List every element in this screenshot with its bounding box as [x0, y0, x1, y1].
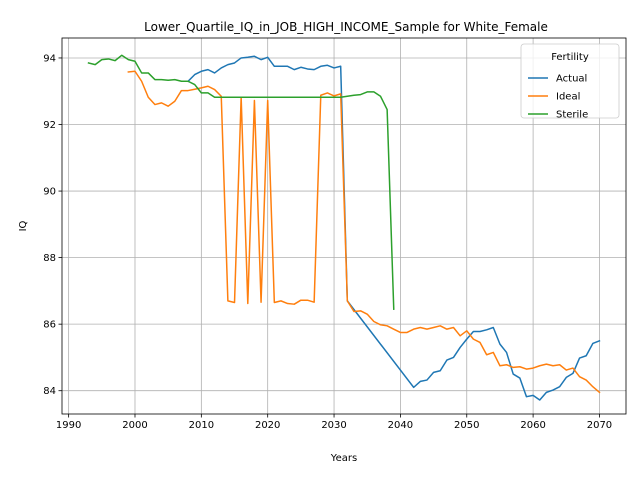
y-tick: 90	[43, 187, 62, 198]
y-axis-label: IQ	[18, 220, 29, 231]
x-axis-ticks: 1990 2000 2010 2020 2030 2040 2050 2060 2070	[56, 414, 612, 431]
y-tick-label: 92	[43, 120, 56, 131]
x-tick-label: 2070	[587, 420, 612, 431]
legend-item-ideal: Ideal	[528, 92, 580, 103]
y-tick: 88	[43, 253, 62, 264]
y-tick-label: 88	[43, 253, 56, 264]
y-tick-label: 90	[43, 187, 56, 198]
x-tick-label: 1990	[56, 420, 81, 431]
x-tick: 2010	[189, 414, 214, 431]
x-tick-label: 2010	[189, 420, 214, 431]
chart-title: Lower_Quartile_IQ_in_JOB_HIGH_INCOME_Sam…	[144, 20, 548, 34]
y-tick-label: 86	[43, 320, 56, 331]
x-tick-label: 2020	[255, 420, 280, 431]
y-tick: 92	[43, 120, 62, 131]
series-lines	[87, 54, 601, 401]
x-tick: 2050	[454, 414, 479, 431]
x-axis-label: Years	[330, 453, 357, 464]
y-tick-label: 94	[43, 53, 56, 64]
x-tick-label: 2050	[454, 420, 479, 431]
legend: Fertility Actual Ideal Sterile	[520, 43, 620, 121]
x-tick: 2030	[321, 414, 347, 431]
legend-box	[520, 43, 620, 119]
x-tick: 2020	[255, 414, 280, 431]
legend-label: Actual	[556, 74, 587, 85]
legend-item-sterile: Sterile	[528, 110, 588, 121]
x-tick-label: 2060	[520, 420, 545, 431]
x-tick-label: 2040	[388, 420, 413, 431]
x-tick-label: 2030	[321, 420, 346, 431]
x-tick: 2070	[587, 414, 612, 431]
legend-label: Sterile	[556, 110, 588, 121]
x-tick: 2000	[122, 414, 148, 431]
legend-label: Ideal	[556, 92, 580, 103]
y-tick: 86	[43, 320, 62, 331]
y-tick-label: 84	[43, 386, 56, 397]
plot-frame	[61, 37, 627, 415]
series-line-sterile	[87, 54, 395, 310]
y-tick: 94	[43, 53, 62, 64]
y-axis-ticks: 84 86 88 90 92 94	[43, 53, 62, 397]
legend-title: Fertility	[551, 52, 589, 63]
x-tick-label: 2000	[122, 420, 147, 431]
x-tick: 2040	[388, 414, 413, 431]
x-tick: 1990	[56, 414, 81, 431]
legend-item-actual: Actual	[528, 74, 587, 85]
series-line-actual	[187, 55, 601, 401]
x-tick: 2060	[520, 414, 546, 431]
y-tick: 84	[43, 386, 62, 397]
legend-items: Actual Ideal Sterile	[528, 74, 588, 121]
series-line-ideal	[127, 70, 601, 394]
